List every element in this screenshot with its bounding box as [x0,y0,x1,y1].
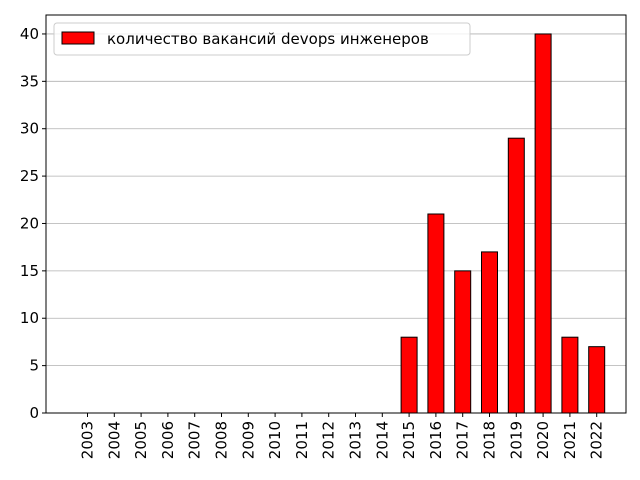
x-tick-label: 2007 [186,421,204,459]
legend-label: количество вакансий devops инженеров [107,30,429,48]
y-tick-label: 20 [20,214,39,232]
y-tick-label: 30 [20,120,39,138]
x-tick-label: 2022 [588,421,606,459]
y-tick-label: 40 [20,25,39,43]
bars [400,33,606,414]
x-tick-label: 2011 [293,421,311,459]
bar-2022 [588,346,606,414]
x-tick-label: 2010 [266,421,284,459]
x-axis-ticks: 2003 2004 2005 2006 2007 2008 2009 2010 2011 2012… [79,413,606,459]
bar-2020 [534,33,552,414]
plot-frame [45,14,627,414]
bar-2019 [507,137,525,414]
x-tick-label: 2004 [105,421,123,459]
y-axis-ticks: 0 5 10 15 20 25 30 35 40 [20,25,46,422]
x-tick-label: 2014 [373,421,391,459]
x-tick-label: 2012 [320,421,338,459]
y-tick-label: 0 [29,404,39,422]
legend-frame [53,22,471,56]
x-tick-label: 2016 [427,421,445,459]
y-tick-label: 25 [20,167,39,185]
x-tick-label: 2021 [561,421,579,459]
x-tick-label: 2013 [347,421,365,459]
y-tick-label: 35 [20,72,39,90]
x-tick-label: 2020 [534,421,552,459]
x-tick-label: 2019 [507,421,525,459]
x-tick-label: 2008 [213,421,231,459]
bar-2015 [400,336,418,414]
y-tick-label: 15 [20,262,39,280]
x-tick-label: 2017 [454,421,472,459]
y-tick-label: 10 [20,309,39,327]
x-tick-label: 2015 [400,421,418,459]
x-tick-label: 2005 [132,421,150,459]
x-tick-label: 2009 [239,421,257,459]
x-tick-label: 2006 [159,421,177,459]
legend-swatch [61,31,95,45]
bar-2017 [454,270,472,414]
bar-2018 [481,251,498,414]
legend: количество вакансий devops инженеров [53,22,471,56]
bar-2016 [427,213,445,414]
bar-2021 [561,336,579,414]
x-tick-label: 2018 [481,421,499,459]
x-tick-label: 2003 [79,421,97,459]
y-tick-label: 5 [29,357,39,375]
